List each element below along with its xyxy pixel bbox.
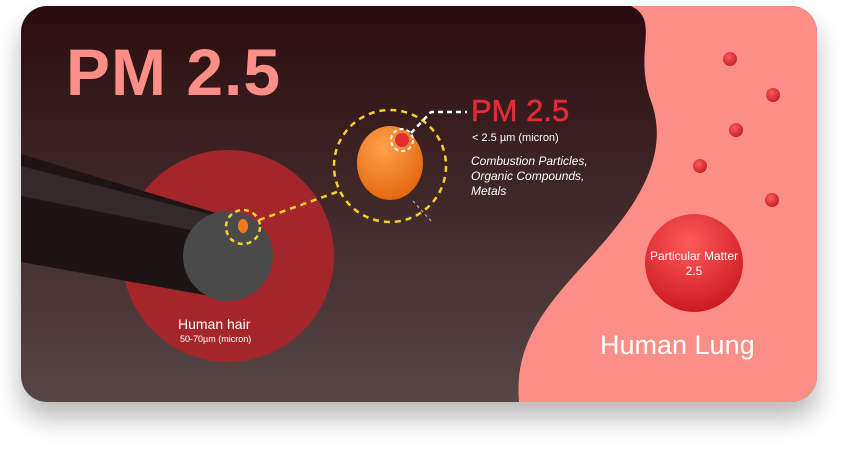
pm-size-label: < 2.5 µm (micron) <box>472 132 559 144</box>
particle-highlight-ring-small <box>224 208 262 246</box>
lung-particle-dot <box>765 193 779 207</box>
tiny-particle-ring <box>390 128 414 152</box>
pm-description-line: Organic Compounds, <box>471 169 585 183</box>
pm25-infographic: PM 2.5 PM 2.5 < 2.5 µm (micron) Combusti… <box>21 6 817 402</box>
lung-region <box>518 6 817 402</box>
pm-tiny-particle <box>395 133 409 147</box>
illustration <box>21 6 817 402</box>
lung-particle-dot <box>723 52 737 66</box>
particle-highlight-ring-large <box>332 108 448 224</box>
pm-description: Combustion Particles, Organic Compounds,… <box>471 154 631 199</box>
particulate-matter-circle <box>645 214 743 312</box>
lung-label: Human Lung <box>600 330 755 360</box>
hair-strand-highlight <box>21 166 236 238</box>
pm-description-line: Combustion Particles, <box>471 154 588 168</box>
pm-particle-small <box>238 219 248 233</box>
pm-label: PM 2.5 <box>471 93 570 129</box>
label-connector-line <box>410 110 467 134</box>
particulate-matter-label: Particular Matter 2.5 <box>649 249 739 278</box>
hair-label: Human hair <box>178 316 251 332</box>
page-title: PM 2.5 <box>66 35 282 109</box>
lung-particle-dot <box>693 159 707 173</box>
lung-particle-dot <box>766 88 780 102</box>
hair-cross-section <box>183 211 273 301</box>
pm-description-line: Metals <box>471 184 507 198</box>
pointer-line <box>412 200 433 223</box>
lung-particle-dot <box>729 123 743 137</box>
zoom-connector-line <box>258 190 338 222</box>
hair-size-label: 50-70µm (micron) <box>180 334 252 344</box>
